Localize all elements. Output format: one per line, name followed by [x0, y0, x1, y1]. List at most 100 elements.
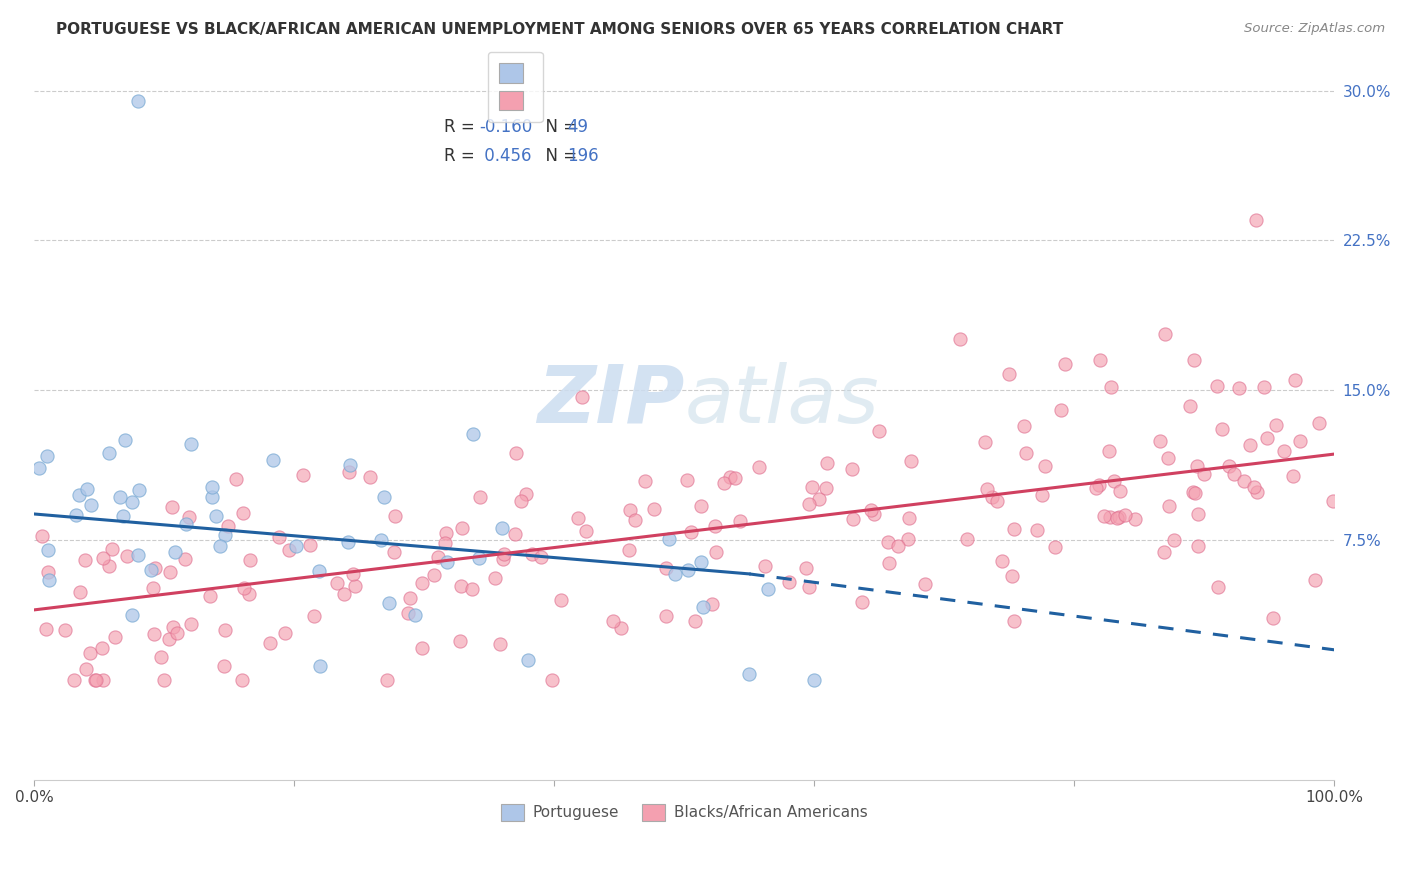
Point	[1156, 450, 1178, 465]
Point	[815, 456, 838, 470]
Point	[232, 506, 254, 520]
Point	[1182, 484, 1205, 499]
Point	[377, 673, 399, 687]
Point	[451, 521, 474, 535]
Point	[1001, 569, 1024, 583]
Point	[114, 433, 136, 447]
Point	[127, 94, 149, 108]
Point	[515, 486, 537, 500]
Point	[399, 591, 422, 605]
Point	[463, 427, 485, 442]
Point	[1187, 539, 1209, 553]
Point	[1244, 213, 1267, 227]
Point	[1322, 493, 1344, 508]
Point	[162, 620, 184, 634]
Point	[619, 503, 641, 517]
Point	[748, 459, 770, 474]
Point	[404, 608, 426, 623]
Point	[332, 587, 354, 601]
Point	[176, 516, 198, 531]
Point	[411, 576, 433, 591]
Point	[1105, 511, 1128, 525]
Point	[212, 659, 235, 673]
Point	[180, 437, 202, 451]
Point	[683, 614, 706, 628]
Point	[503, 527, 526, 541]
Point	[128, 483, 150, 497]
Point	[326, 576, 349, 591]
Point	[343, 579, 366, 593]
Point	[1246, 485, 1268, 500]
Point	[86, 673, 108, 687]
Point	[201, 481, 224, 495]
Point	[1163, 533, 1185, 547]
Point	[180, 616, 202, 631]
Point	[461, 582, 484, 596]
Point	[384, 509, 406, 524]
Point	[756, 582, 779, 596]
Point	[655, 609, 678, 624]
Point	[690, 500, 713, 514]
Text: N =: N =	[534, 147, 582, 165]
Point	[69, 584, 91, 599]
Point	[529, 549, 551, 564]
Point	[370, 533, 392, 548]
Point	[382, 545, 405, 559]
Point	[214, 623, 236, 637]
Point	[675, 473, 697, 487]
Point	[91, 550, 114, 565]
Point	[231, 673, 253, 687]
Point	[801, 480, 824, 494]
Point	[396, 607, 419, 621]
Point	[37, 566, 59, 580]
Text: atlas: atlas	[685, 361, 879, 440]
Point	[949, 332, 972, 346]
Point	[1026, 523, 1049, 537]
Point	[450, 579, 472, 593]
Point	[860, 503, 883, 517]
Point	[1098, 510, 1121, 524]
Point	[225, 472, 247, 486]
Point	[173, 552, 195, 566]
Point	[1288, 434, 1310, 449]
Point	[152, 673, 174, 687]
Point	[1282, 469, 1305, 483]
Point	[238, 587, 260, 601]
Point	[1087, 478, 1109, 492]
Point	[1206, 379, 1229, 393]
Text: Source: ZipAtlas.com: Source: ZipAtlas.com	[1244, 22, 1385, 36]
Point	[897, 533, 920, 547]
Point	[1108, 510, 1130, 524]
Point	[803, 673, 825, 687]
Point	[165, 544, 187, 558]
Point	[617, 542, 640, 557]
Point	[998, 368, 1021, 382]
Point	[103, 630, 125, 644]
Point	[65, 508, 87, 522]
Point	[37, 543, 59, 558]
Point	[108, 490, 131, 504]
Point	[100, 541, 122, 556]
Point	[494, 548, 516, 562]
Point	[897, 510, 920, 524]
Point	[79, 498, 101, 512]
Point	[342, 567, 364, 582]
Point	[863, 507, 886, 521]
Point	[1256, 431, 1278, 445]
Point	[1178, 399, 1201, 413]
Point	[298, 538, 321, 552]
Point	[339, 458, 361, 472]
Point	[664, 567, 686, 582]
Point	[1085, 481, 1108, 495]
Point	[262, 452, 284, 467]
Point	[841, 461, 863, 475]
Point	[1222, 467, 1244, 482]
Point	[360, 470, 382, 484]
Point	[807, 491, 830, 506]
Point	[284, 539, 307, 553]
Point	[1218, 459, 1240, 474]
Point	[492, 551, 515, 566]
Text: R =: R =	[444, 119, 479, 136]
Point	[142, 581, 165, 595]
Point	[1239, 438, 1261, 452]
